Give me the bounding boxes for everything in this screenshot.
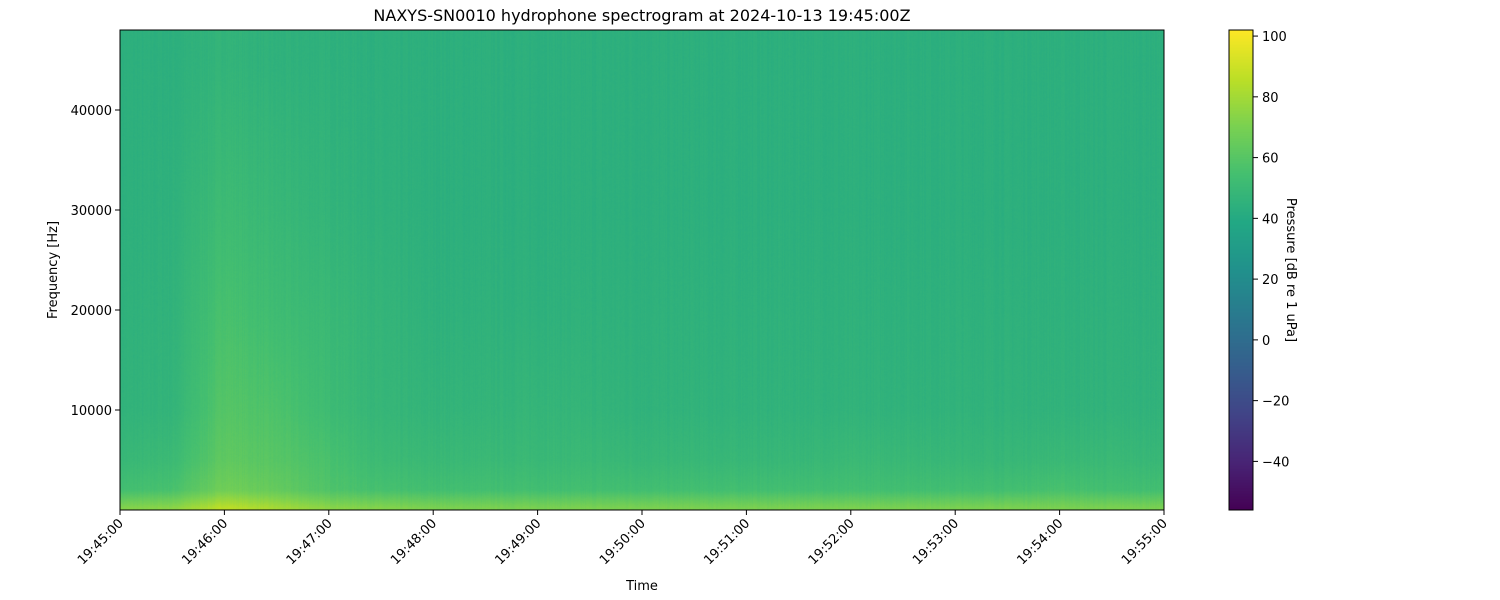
y-tick-label: 10000: [71, 404, 112, 419]
x-tick-label: 19:46:00: [179, 516, 231, 568]
x-tick-label: 19:52:00: [806, 516, 858, 568]
colorbar-tick-label: −20: [1262, 395, 1289, 410]
colorbar-tick-label: 100: [1262, 30, 1287, 45]
x-tick-label: 19:50:00: [597, 516, 649, 568]
colorbar-axis: −40 −20 0 20 40 60 80 100: [1253, 30, 1289, 470]
colorbar-frame: [1228, 29, 1254, 511]
spectrogram-image: [120, 30, 1164, 510]
x-axis: 19:45:00 19:46:00 19:47:00 19:48:00 19:49:00…: [75, 510, 1171, 568]
y-tick-label: 40000: [71, 104, 112, 119]
x-tick-label: 19:45:00: [75, 516, 127, 568]
colorbar-gradient: [1229, 30, 1253, 510]
plot-frame: [119, 29, 1165, 511]
x-tick-label: 19:55:00: [1119, 516, 1171, 568]
x-tick-label: 19:53:00: [910, 516, 962, 568]
x-tick-label: 19:48:00: [388, 516, 440, 568]
colorbar-tick-label: 40: [1262, 212, 1279, 227]
y-tick-label: 20000: [71, 304, 112, 319]
colorbar-label: Pressure [dB re 1 uPa]: [1283, 198, 1298, 342]
colorbar-tick-label: 60: [1262, 152, 1279, 167]
x-axis-label: Time: [625, 579, 658, 594]
colorbar-tick-label: 80: [1262, 91, 1279, 106]
colorbar-tick-label: −40: [1262, 455, 1289, 470]
y-axis-label: Frequency [Hz]: [46, 221, 61, 319]
y-axis: 10000 20000 30000 40000: [71, 104, 120, 419]
y-tick-label: 30000: [71, 204, 112, 219]
x-tick-label: 19:54:00: [1015, 516, 1067, 568]
chart-title: NAXYS-SN0010 hydrophone spectrogram at 2…: [373, 6, 910, 25]
x-tick-label: 19:51:00: [701, 516, 753, 568]
colorbar-tick-label: 0: [1262, 334, 1270, 349]
colorbar-tick-label: 20: [1262, 273, 1279, 288]
x-tick-label: 19:47:00: [284, 516, 336, 568]
x-tick-label: 19:49:00: [493, 516, 545, 568]
